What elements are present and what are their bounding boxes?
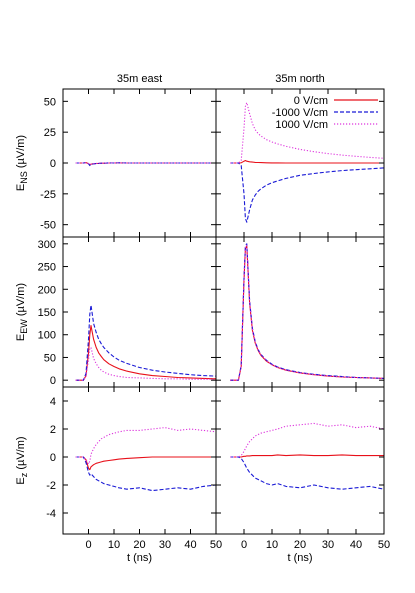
x-tick-label: 10 [266, 539, 278, 551]
y-axis-label-main: E [15, 334, 27, 341]
x-tick-label: 40 [350, 539, 362, 551]
y-tick-label: -25 [40, 189, 56, 201]
y-axis-label: Ez (µV/m) [15, 436, 29, 484]
series-line [75, 304, 216, 381]
x-tick-label: 20 [133, 539, 145, 551]
y-tick-label: -50 [40, 220, 56, 232]
y-tick-label: -2 [46, 480, 56, 492]
series-line [230, 243, 384, 381]
panel-frame [62, 236, 217, 388]
x-tick-label: 10 [108, 539, 120, 551]
panel [62, 88, 217, 238]
y-axis-label: ENS (µV/m) [15, 135, 29, 191]
legend-label: -1000 V/cm [272, 107, 328, 119]
series-line [230, 159, 384, 164]
x-tick-label: 0 [85, 539, 91, 551]
x-tick-label: 50 [210, 539, 222, 551]
y-tick-label: 300 [38, 239, 56, 251]
x-tick-label: 50 [378, 539, 390, 551]
y-axis-label-sub: EW [19, 319, 29, 334]
y-tick-label: 200 [38, 284, 56, 296]
panel [62, 236, 217, 388]
y-tick-label: -4 [46, 508, 56, 520]
panel [215, 386, 385, 535]
y-tick-label: 2 [50, 424, 56, 436]
y-axis-label-unit: (µV/m) [15, 436, 27, 472]
panel [62, 386, 217, 535]
y-axis-label-main: E [15, 477, 27, 484]
series-line [230, 244, 384, 381]
series-line [230, 454, 384, 458]
y-axis-label-sub: NS [19, 171, 29, 184]
panel-frame [215, 386, 385, 535]
series-line [230, 245, 384, 381]
x-tick-label: 40 [184, 539, 196, 551]
y-tick-label: 50 [44, 96, 56, 108]
series-line [75, 325, 216, 381]
column-title: 35m north [275, 73, 325, 85]
series-line [75, 427, 216, 465]
series-line [75, 456, 216, 471]
x-tick-label: 0 [241, 539, 247, 551]
panel [215, 236, 385, 388]
y-tick-label: 100 [38, 330, 56, 342]
y-axis-label-unit: (µV/m) [15, 283, 27, 319]
y-tick-label: 25 [44, 127, 56, 139]
y-axis-label-unit: (µV/m) [15, 135, 27, 171]
x-tick-label: 20 [294, 539, 306, 551]
series-line [230, 162, 384, 223]
series-line [75, 162, 216, 166]
series-line [230, 422, 384, 458]
series-line [75, 456, 216, 492]
series-line [230, 456, 384, 490]
series-line [230, 102, 384, 164]
y-tick-label: 50 [44, 352, 56, 364]
legend-label: 1000 V/cm [275, 119, 328, 131]
legend-label: 0 V/cm [294, 95, 328, 107]
y-axis-label: EEW (µV/m) [15, 283, 29, 341]
y-tick-label: 150 [38, 307, 56, 319]
x-tick-label: 30 [159, 539, 171, 551]
x-tick-label: 30 [322, 539, 334, 551]
y-tick-label: 0 [50, 452, 56, 464]
y-tick-label: 0 [50, 375, 56, 387]
column-title: 35m east [117, 73, 162, 85]
x-axis-label: t (ns) [127, 552, 152, 564]
y-axis-label-sub: z [19, 472, 29, 477]
y-tick-label: 250 [38, 262, 56, 274]
y-tick-label: 4 [50, 396, 56, 408]
y-tick-label: 0 [50, 158, 56, 170]
series-line [75, 162, 216, 167]
x-axis-label: t (ns) [287, 552, 312, 564]
y-axis-label-main: E [15, 184, 27, 191]
